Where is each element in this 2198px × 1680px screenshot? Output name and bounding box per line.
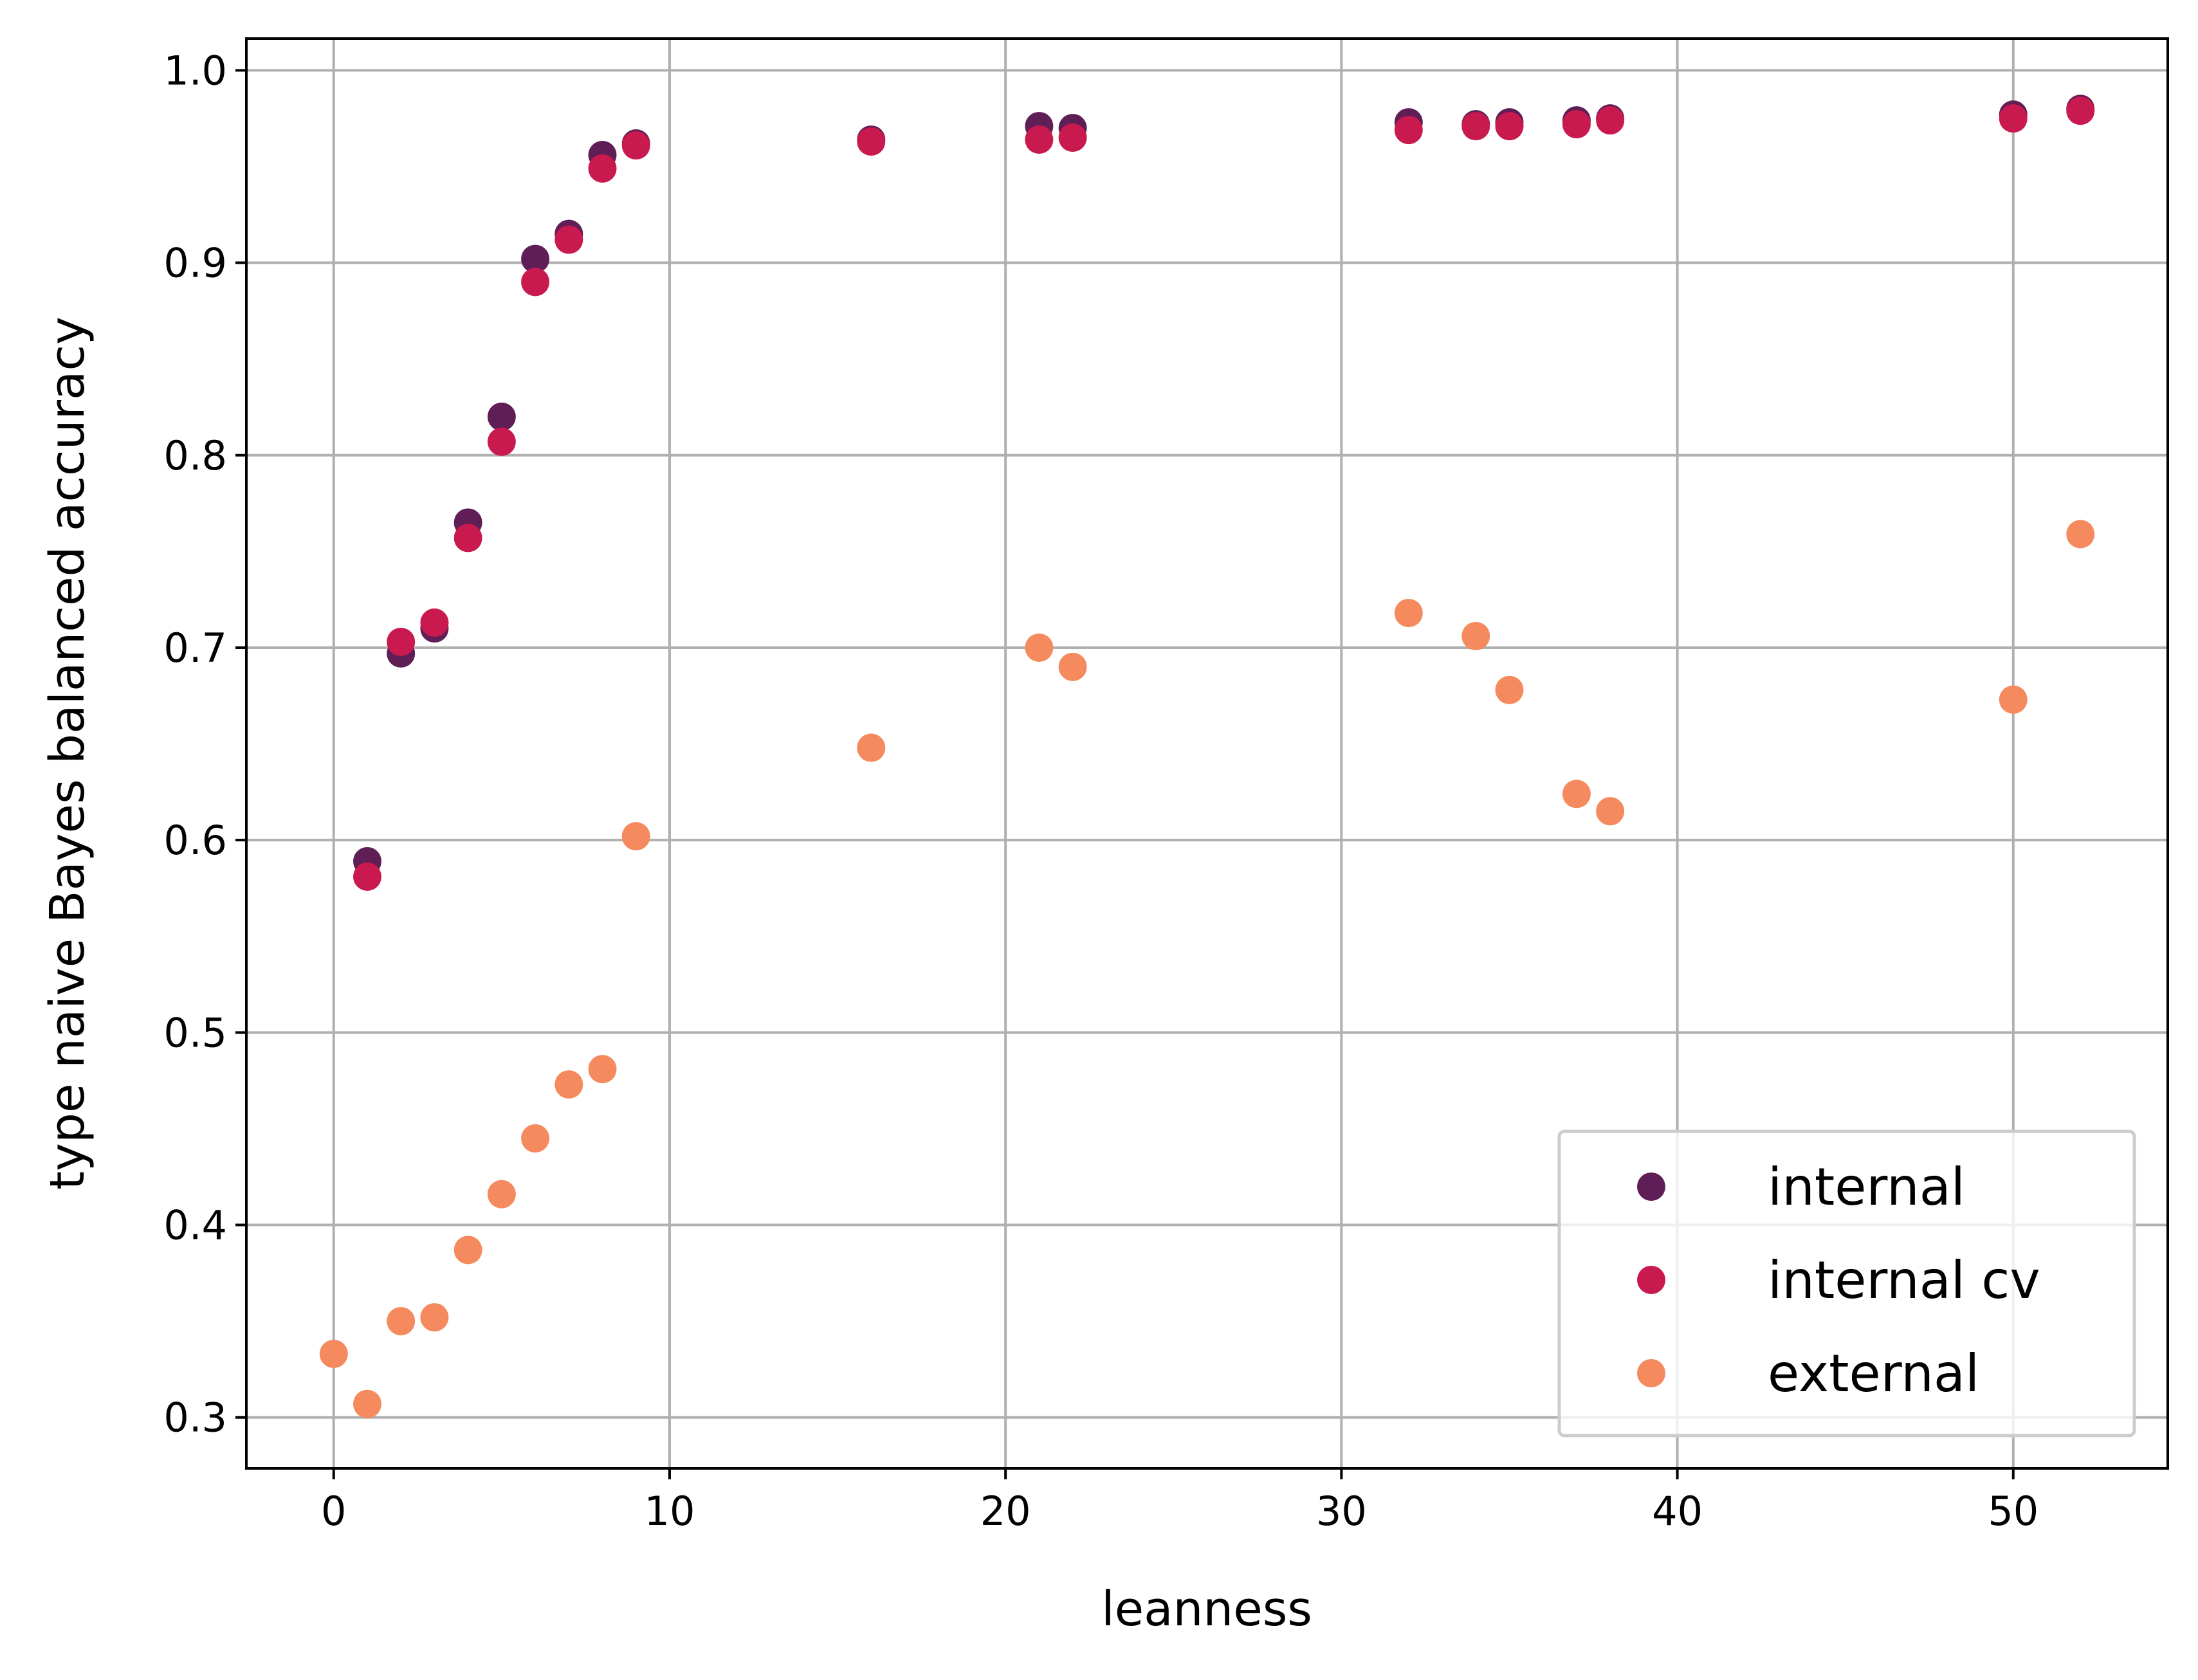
point-internal-cv — [1058, 123, 1087, 152]
y-tick-label: 0.8 — [163, 432, 227, 479]
point-internal-cv — [1461, 112, 1490, 141]
point-internal — [487, 402, 516, 431]
x-tick-label: 10 — [645, 1488, 695, 1535]
point-external — [588, 1055, 617, 1084]
legend-label-external: external — [1768, 1344, 1979, 1403]
point-internal-cv — [554, 225, 583, 254]
y-axis-label: type naive Bayes balanced accuracy — [40, 316, 95, 1190]
legend-box — [1557, 1129, 2136, 1438]
point-external — [554, 1070, 583, 1099]
legend-label-internal-cv: internal cv — [1768, 1250, 2040, 1310]
point-external — [857, 733, 886, 762]
grid-lines — [246, 39, 2168, 1468]
point-internal-cv — [387, 627, 416, 656]
data-points — [319, 95, 2095, 1418]
point-internal-cv — [1999, 104, 2028, 133]
point-internal-cv — [487, 427, 516, 456]
y-tick-label: 0.4 — [163, 1202, 227, 1249]
x-tick-label: 30 — [1316, 1488, 1367, 1535]
point-external — [2066, 520, 2095, 549]
y-tick-label: 1.0 — [163, 47, 227, 94]
point-internal-cv — [588, 154, 617, 183]
point-external — [1461, 621, 1490, 650]
point-external — [1596, 797, 1625, 826]
point-external — [1999, 685, 2028, 714]
point-internal-cv — [621, 131, 650, 160]
plot-frame — [245, 37, 2169, 1470]
legend-label-internal: internal — [1768, 1157, 1965, 1217]
point-internal-cv — [453, 524, 482, 552]
point-internal-cv — [521, 268, 550, 297]
point-external — [353, 1389, 381, 1418]
point-external — [1394, 599, 1423, 628]
y-tick-label: 0.3 — [163, 1394, 227, 1441]
legend-marker-internal-cv — [1637, 1266, 1665, 1294]
legend: internal internal cv external — [1557, 1129, 2136, 1438]
point-internal-cv — [1596, 106, 1625, 135]
point-external — [1495, 675, 1524, 704]
point-internal-cv — [1394, 116, 1423, 145]
point-internal-cv — [420, 608, 449, 637]
point-external — [319, 1339, 348, 1368]
legend-marker-internal — [1637, 1173, 1665, 1201]
x-axis-label: leanness — [1101, 1582, 1312, 1637]
point-external — [1058, 652, 1087, 681]
point-external — [621, 822, 650, 851]
y-tick-label: 0.5 — [163, 1009, 227, 1056]
point-external — [487, 1180, 516, 1209]
point-external — [1562, 780, 1591, 808]
axis-ticks: 0 10 20 30 40 50 0.3 0.4 0.5 0.6 0.7 0.8 0.9 1.0 — [163, 47, 2038, 1535]
y-tick-label: 0.6 — [163, 817, 227, 864]
x-tick-label: 50 — [1988, 1488, 2038, 1535]
point-internal-cv — [2066, 96, 2095, 125]
point-internal — [521, 244, 550, 273]
legend-marker-external — [1637, 1359, 1665, 1387]
x-tick-label: 0 — [321, 1488, 346, 1535]
point-internal-cv — [353, 862, 381, 891]
point-external — [453, 1236, 482, 1265]
y-tick-label: 0.9 — [163, 240, 227, 287]
y-tick-label: 0.7 — [163, 625, 227, 671]
point-external — [387, 1307, 416, 1336]
point-internal-cv — [1495, 112, 1524, 141]
point-internal-cv — [857, 127, 886, 156]
x-tick-label: 20 — [980, 1488, 1031, 1535]
point-internal-cv — [1562, 110, 1591, 139]
point-external — [420, 1303, 449, 1332]
x-tick-label: 40 — [1652, 1488, 1703, 1535]
point-external — [521, 1124, 550, 1153]
point-external — [1025, 633, 1054, 662]
point-internal-cv — [1025, 125, 1054, 154]
